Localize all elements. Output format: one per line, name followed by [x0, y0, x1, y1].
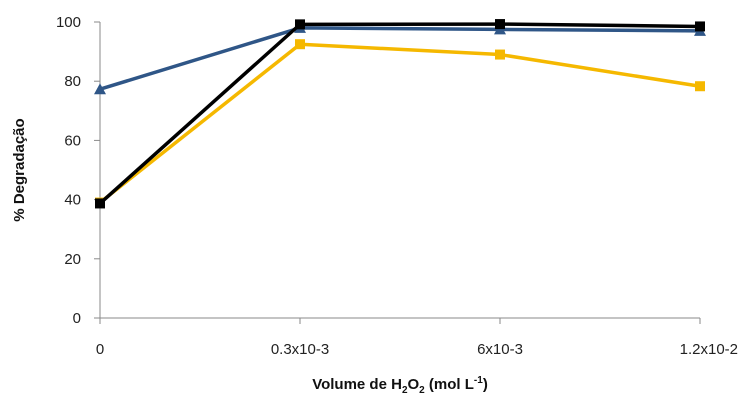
y-axis-title: % Degradação	[11, 118, 28, 221]
x-tick-label: 0.3x10-3	[271, 341, 329, 358]
x-axis-title-subscript: 2	[419, 385, 425, 396]
series-1-point	[295, 39, 305, 50]
x-tick-label: 1.2x10-2	[680, 341, 738, 358]
series-layer	[94, 19, 706, 209]
series-1-line	[98, 42, 701, 204]
series-2-line	[99, 26, 701, 91]
series-2-point	[94, 83, 106, 95]
series-3-point	[695, 21, 705, 32]
series-2	[94, 21, 706, 95]
x-axis-title: Volume de H2O2 (mol L-1)	[312, 375, 488, 396]
x-tick-label: 0	[96, 341, 104, 358]
y-tick-label: 60	[64, 132, 81, 149]
x-axis-title-part: (mol L	[425, 376, 474, 393]
x-tick-label: 6x10-3	[477, 341, 523, 358]
x-axis-title-superscript: -1	[474, 375, 483, 386]
series-3-point	[95, 198, 105, 209]
series-1-point	[695, 81, 705, 92]
series-3-line	[98, 22, 701, 205]
y-tick-label: 0	[73, 310, 81, 327]
x-axis-title-subscript: 2	[402, 385, 408, 396]
y-tick-label: 100	[56, 14, 81, 31]
series-3	[95, 19, 705, 209]
axes	[99, 22, 700, 319]
x-ticks: 0 0.3x10-3 6x10-3 1.2x10-2	[96, 318, 738, 358]
y-tick-label: 20	[64, 251, 81, 268]
y-tick-label: 80	[64, 73, 81, 90]
y-tick-label: 40	[64, 192, 81, 209]
x-axis-title-part: Volume de H	[312, 376, 402, 393]
series-1-point	[495, 49, 505, 60]
x-axis-title-part: O	[408, 376, 420, 393]
y-ticks: 0 20 40 60 80 100	[56, 14, 100, 327]
x-axis-title-part: )	[483, 376, 488, 393]
series-3-point	[295, 19, 305, 30]
series-3-point	[495, 19, 505, 30]
